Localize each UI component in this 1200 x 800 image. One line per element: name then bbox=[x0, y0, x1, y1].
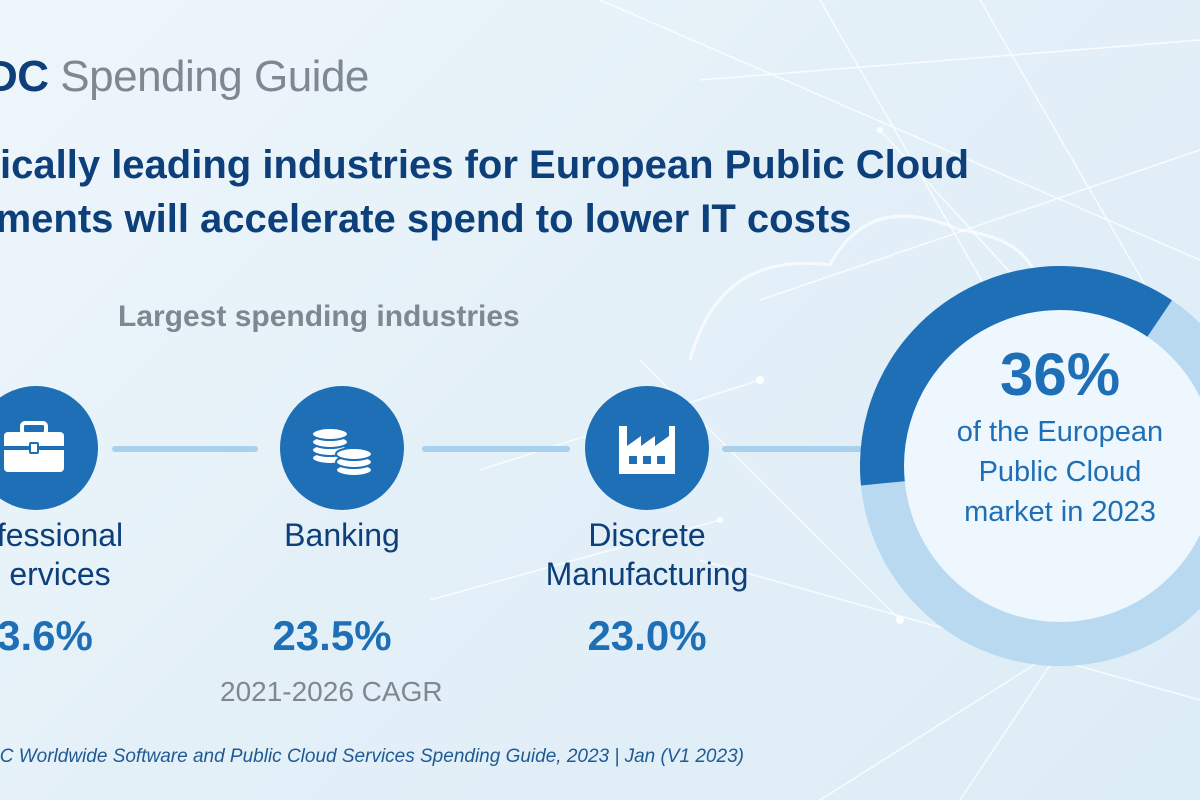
industry-name-discrete-manufacturing: Discrete Manufacturing bbox=[545, 517, 749, 592]
brand-name: Spending Guide bbox=[60, 52, 369, 101]
industry-name-professional-services: fessional ervices bbox=[0, 517, 124, 592]
market-share-caption: of the European Public Cloud market in 2… bbox=[956, 416, 1164, 528]
headline-line-1: orically leading industries for European… bbox=[0, 143, 970, 187]
briefcase-icon bbox=[0, 386, 98, 510]
connector-line bbox=[422, 446, 570, 452]
connector-line bbox=[722, 446, 862, 452]
coins-icon bbox=[280, 386, 404, 510]
brand-logo-text: DC bbox=[0, 52, 49, 101]
cagr-period-label: 2021-2026 CAGR bbox=[220, 676, 443, 707]
industry-cagr-discrete-manufacturing: 23.0% bbox=[587, 612, 707, 659]
headline-line-2: stments will accelerate spend to lower I… bbox=[0, 197, 852, 241]
source-footnote: DC Worldwide Software and Public Cloud S… bbox=[0, 746, 744, 767]
industry-cagr-banking: 23.5% bbox=[272, 612, 392, 659]
market-share-donut bbox=[860, 266, 1200, 666]
brand-title: DC Spending Guide bbox=[0, 52, 369, 102]
section-subtitle: Largest spending industries bbox=[118, 300, 520, 333]
factory-icon bbox=[585, 386, 709, 510]
industry-name-banking: Banking bbox=[284, 517, 400, 553]
industry-cagr-professional-services: 3.6% bbox=[0, 612, 93, 659]
connector-line bbox=[112, 446, 258, 452]
headline: orically leading industries for European… bbox=[0, 138, 969, 246]
market-share-value: 36% bbox=[999, 341, 1121, 408]
